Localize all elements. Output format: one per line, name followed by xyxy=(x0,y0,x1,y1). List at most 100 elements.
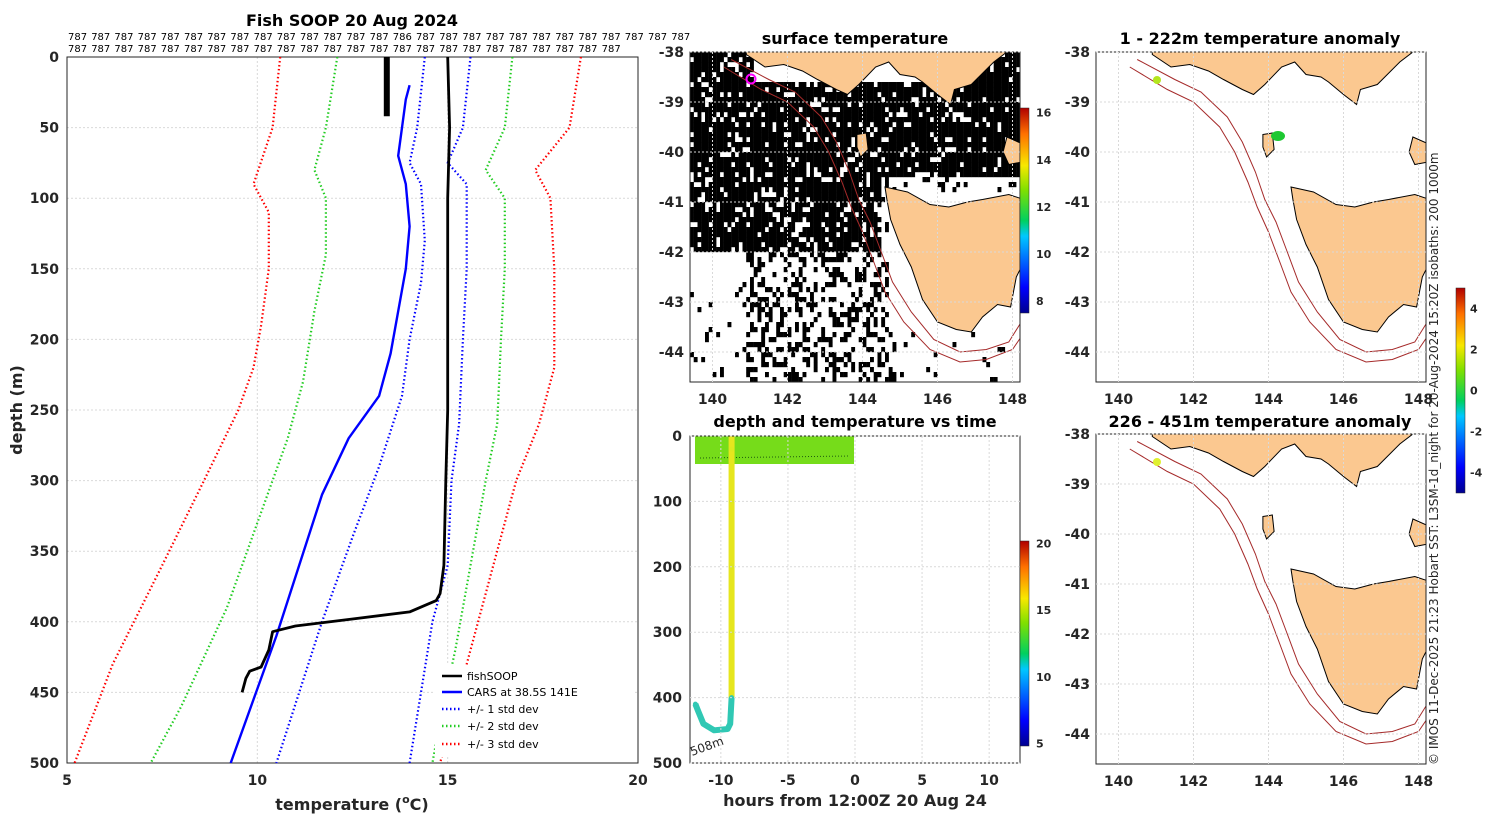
sst-pixel xyxy=(870,137,874,143)
sst-pixel xyxy=(840,252,844,258)
sst-pixel xyxy=(750,302,754,308)
count-label: 787 xyxy=(462,32,481,43)
sst-pixel xyxy=(840,92,844,98)
sst-pixel xyxy=(903,102,908,108)
sst-pixel xyxy=(693,97,698,103)
sst-pixel xyxy=(810,142,814,148)
sst-pixel xyxy=(821,142,826,148)
sst-pixel xyxy=(821,192,826,198)
sst-pixel xyxy=(888,377,893,382)
sst-pixel xyxy=(813,227,818,233)
sst-pixel xyxy=(765,222,769,228)
sst-pixel xyxy=(825,102,829,108)
sst-pixel xyxy=(840,312,844,318)
profile-series xyxy=(73,56,582,764)
sst-pixel xyxy=(843,127,848,133)
sst-pixel xyxy=(975,77,979,83)
sst-pixel xyxy=(802,107,807,113)
sst-pixel xyxy=(840,372,844,378)
sst-pixel xyxy=(712,247,717,253)
sst-pixel xyxy=(858,207,863,213)
sst-pixel xyxy=(843,122,848,128)
sst-pixel xyxy=(851,362,856,368)
sst-pixel xyxy=(900,132,904,138)
sst-pixel xyxy=(806,87,811,93)
sst-pixel xyxy=(855,312,859,318)
sst-pixel xyxy=(1001,162,1006,168)
sst-pixel xyxy=(933,127,938,133)
sst-pixel xyxy=(933,112,938,118)
sst-pixel xyxy=(761,342,766,348)
sst-pixel xyxy=(821,252,826,258)
sst-pixel xyxy=(911,102,916,108)
sst-pixel xyxy=(993,72,998,78)
sst-pixel xyxy=(1012,162,1017,168)
sst-pixel xyxy=(810,307,814,313)
sst-pixel xyxy=(900,82,904,88)
sst-pixel xyxy=(731,72,736,78)
sst-pixel xyxy=(832,297,837,303)
sst-pixel xyxy=(723,162,728,168)
sst-pixel xyxy=(757,347,762,353)
sst-pixel xyxy=(888,122,893,128)
sst-pixel xyxy=(967,107,972,113)
sst-pixel xyxy=(791,272,796,278)
sst-pixel xyxy=(731,207,736,213)
sst-pixel xyxy=(705,112,709,118)
sst-pixel xyxy=(930,112,934,118)
map-y-tick-label: -43 xyxy=(1065,295,1090,311)
map-y-tick-label: -40 xyxy=(1065,527,1091,543)
sst-pixel xyxy=(787,372,792,378)
sst-pixel xyxy=(840,132,844,138)
sst-pixel xyxy=(982,112,987,118)
sst-pixel xyxy=(911,107,916,113)
sst-pixel xyxy=(982,72,987,78)
sst-pixel xyxy=(851,147,856,153)
sst-pixel xyxy=(765,132,769,138)
sst-pixel xyxy=(971,107,976,113)
sst-pixel xyxy=(870,107,874,113)
sst-pixel xyxy=(907,152,912,158)
dt-colorbar-tick: 10 xyxy=(1036,671,1052,684)
sst-pixel xyxy=(836,272,841,278)
sst-pixel xyxy=(851,112,856,118)
sst-pixel xyxy=(870,162,874,168)
sst-pixel xyxy=(712,87,717,93)
sst-pixel xyxy=(888,172,893,178)
sst-pixel xyxy=(772,337,777,343)
sst-pixel xyxy=(798,267,803,273)
sst-pixel xyxy=(787,82,792,88)
sst-pixel xyxy=(870,102,874,108)
sst-pixel xyxy=(840,157,844,163)
sst-pixel xyxy=(840,197,844,203)
sst-pixel xyxy=(963,152,968,158)
sst-pixel xyxy=(765,372,769,378)
sst-pixel xyxy=(978,82,983,88)
sst-pixel xyxy=(873,122,878,128)
sst-pixel xyxy=(765,122,769,128)
sst-pixel xyxy=(780,147,784,153)
sst-pixel xyxy=(776,222,781,228)
sst-pixel xyxy=(975,132,979,138)
sst-pixel xyxy=(705,227,709,233)
std3-upper-line xyxy=(73,56,282,764)
sst-pixel xyxy=(885,122,889,128)
sst-pixel xyxy=(712,92,717,98)
sst-pixel xyxy=(832,377,837,382)
sst-pixel xyxy=(825,182,829,188)
sst-pixel xyxy=(697,237,702,243)
sst-pixel xyxy=(712,77,717,83)
sst-pixel xyxy=(765,162,769,168)
sst-pixel xyxy=(701,97,706,103)
sst-pixel xyxy=(825,92,829,98)
sst-pixel xyxy=(978,127,983,133)
sst-pixel xyxy=(956,117,961,123)
sst-pixel xyxy=(828,257,833,263)
sst-pixel xyxy=(723,137,728,143)
sst-pixel xyxy=(791,352,796,358)
sst-pixel xyxy=(960,132,964,138)
sst-pixel xyxy=(866,327,871,333)
sst-pixel xyxy=(780,317,784,323)
sst-pixel xyxy=(776,107,781,113)
sst-pixel xyxy=(866,317,871,323)
